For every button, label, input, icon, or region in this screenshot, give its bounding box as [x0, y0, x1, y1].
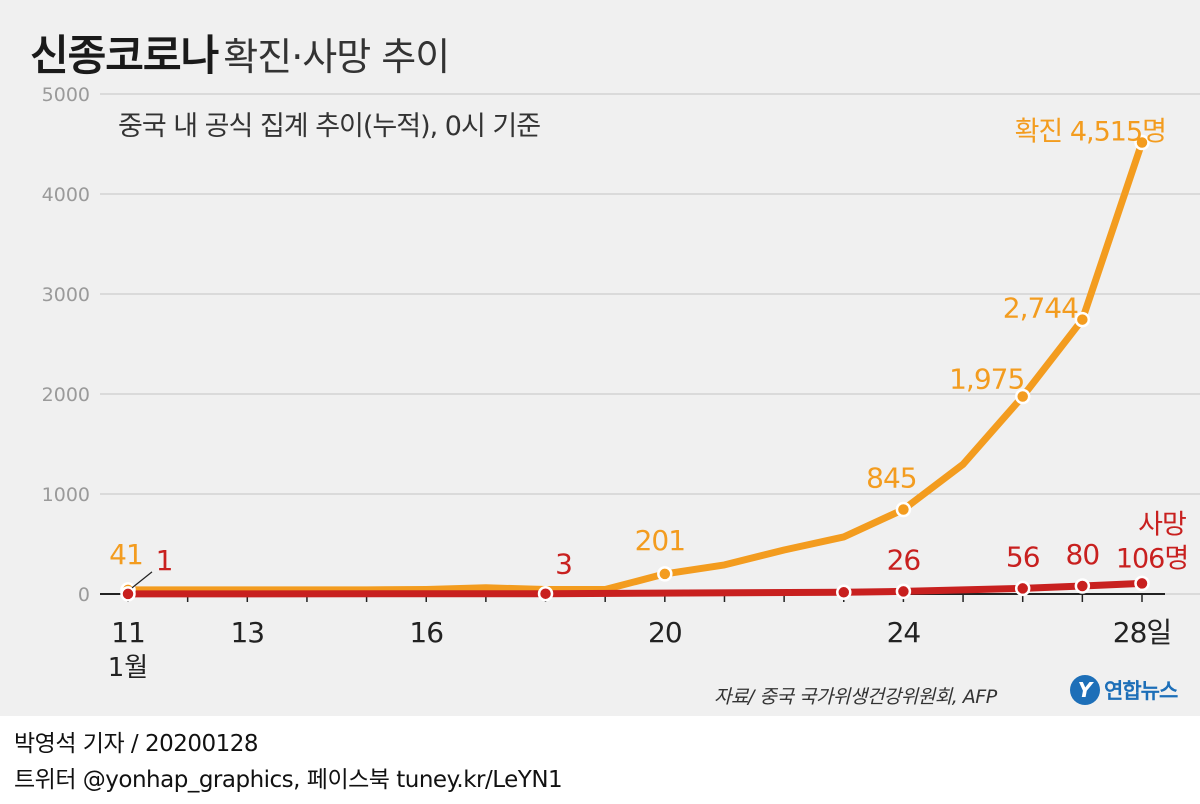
x-tick-label: 28일: [1113, 616, 1171, 649]
deaths-data-label: 1: [156, 544, 173, 577]
deaths-data-label: 3: [555, 548, 572, 581]
x-tick-label: 16: [409, 616, 443, 649]
logo-mark-icon: Y: [1070, 675, 1100, 705]
y-tick-label: 0: [78, 584, 90, 606]
chart-title: 신종코로나 확진·사망 추이: [30, 22, 450, 83]
x-tick-label: 24: [887, 616, 921, 649]
label-leader-line: [131, 571, 153, 589]
confirmed-point: [1074, 311, 1091, 328]
x-tick-label: 20: [648, 616, 682, 649]
source-note: 자료/ 중국 국가위생건강위원회, AFP: [714, 686, 997, 708]
chart-subtitle: 중국 내 공식 집계 추이(누적), 0시 기준: [118, 111, 541, 142]
y-tick-label: 2000: [42, 384, 90, 406]
confirmed-point: [1134, 134, 1150, 151]
confirmed-point: [1014, 388, 1031, 405]
y-tick-label: 4000: [42, 184, 90, 206]
y-tick-label: 3000: [42, 284, 90, 306]
byline: 박영석 기자 / 20200128: [14, 731, 259, 757]
confirmed-data-label: 2,744: [1003, 292, 1078, 325]
deaths-line: [124, 579, 1146, 598]
confirmed-data-label: 41: [109, 538, 143, 571]
social-links: 트위터 @yonhap_graphics, 페이스북 tuney.kr/LeYN…: [14, 767, 563, 793]
confirmed-data-label: 845: [866, 462, 916, 495]
confirmed-end-label: 확진 4,515명: [1015, 117, 1166, 148]
yonhap-logo: Y 연합뉴스: [1070, 672, 1178, 708]
x-tick-label: 11: [111, 616, 145, 649]
confirmed-data-label: 201: [635, 524, 685, 557]
deaths-data-label: 56: [1006, 540, 1040, 573]
confirmed-data-label: 1,975: [949, 363, 1024, 396]
title-main: 신종코로나: [30, 31, 219, 80]
deaths-data-label: 80: [1066, 538, 1100, 571]
deaths-point: [537, 585, 554, 602]
y-tick-label: 1000: [42, 484, 90, 506]
deaths-point: [895, 583, 912, 600]
confirmed-point: [895, 501, 912, 518]
deaths-data-label: 26: [887, 543, 921, 576]
y-tick-label: 5000: [42, 84, 90, 106]
deaths-point: [1014, 580, 1031, 597]
deaths-point: [836, 584, 852, 601]
deaths-point: [1074, 578, 1091, 594]
logo-text: 연합뉴스: [1104, 679, 1178, 703]
deaths-point: [120, 586, 136, 602]
deaths-end-value: 106명: [1116, 543, 1188, 574]
deaths-end-label: 사망: [1138, 509, 1186, 540]
x-month-label: 1월: [108, 653, 148, 683]
deaths-point: [1134, 575, 1150, 592]
confirmed-point: [657, 566, 673, 582]
x-tick-label: 13: [230, 616, 264, 649]
confirmed-line: [124, 139, 1146, 594]
title-sub: 확진·사망 추이: [223, 35, 450, 79]
